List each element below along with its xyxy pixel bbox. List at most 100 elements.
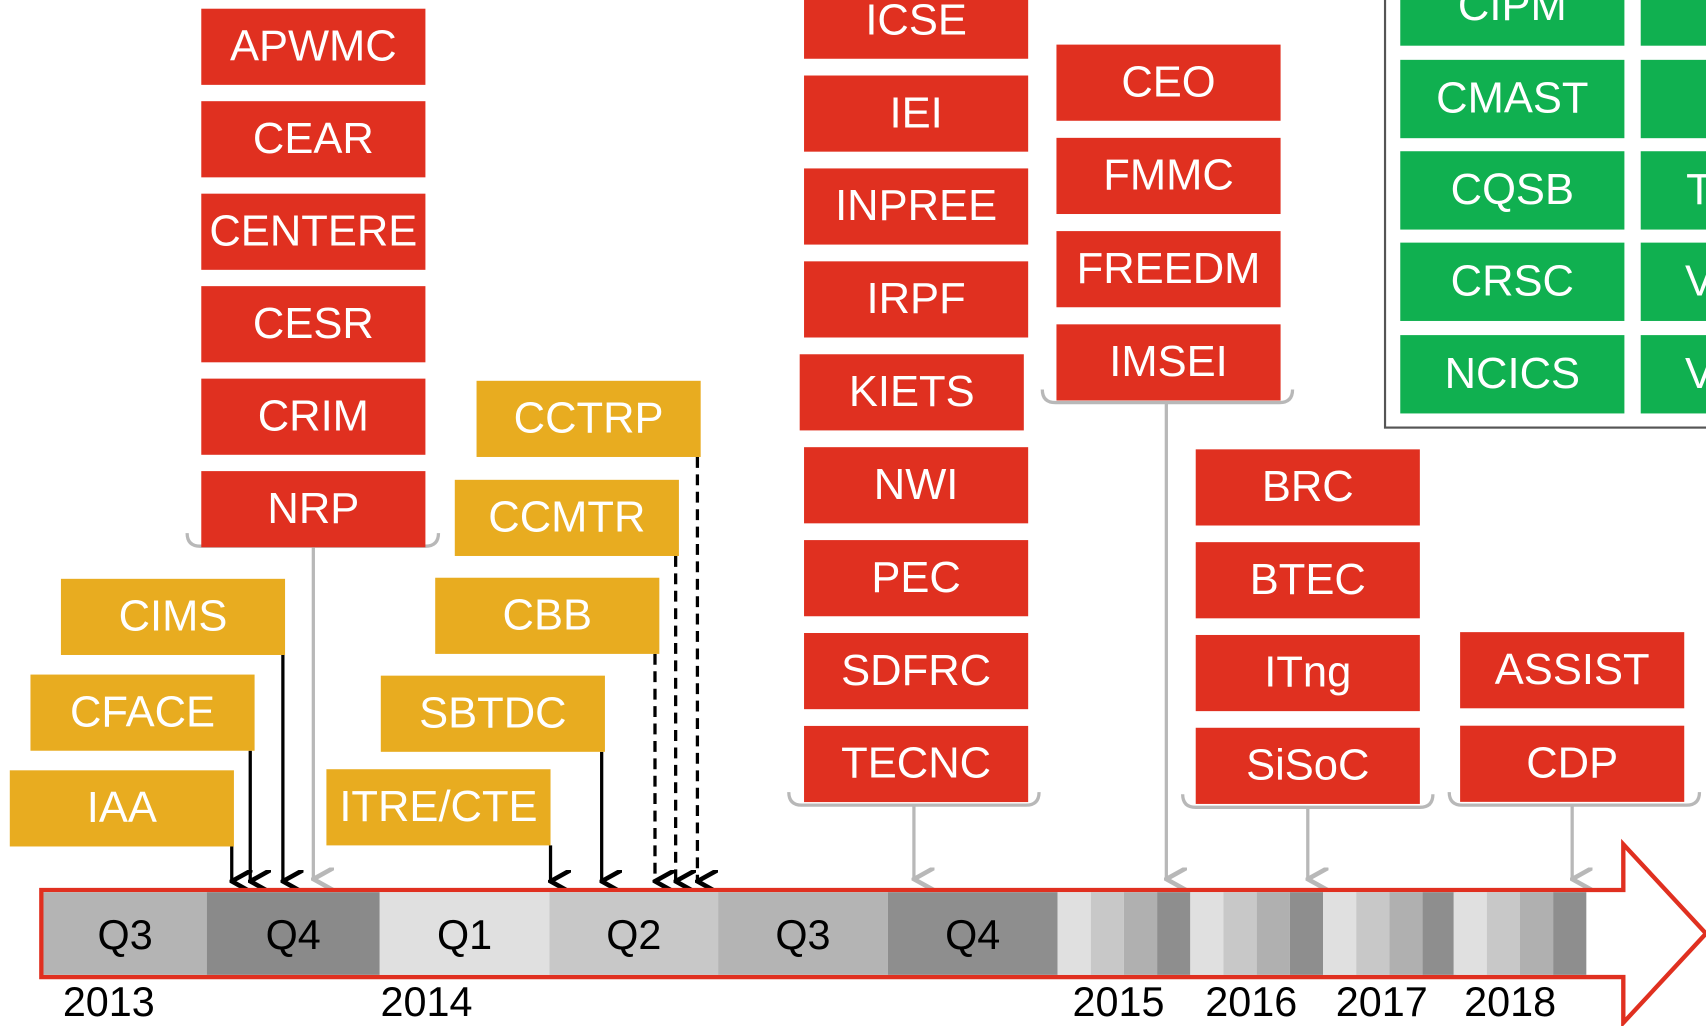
yellow-box-label: SBTDC <box>419 689 566 737</box>
red-box <box>804 0 1029 59</box>
red-box <box>804 75 1029 152</box>
quarter-label: Q4 <box>945 912 1000 958</box>
yellow-box-label: IAA <box>87 784 157 832</box>
red-box-label: IMSEI <box>1109 338 1227 386</box>
year-label: 2013 <box>63 979 155 1025</box>
year-quarter <box>1256 892 1290 975</box>
yellow-box <box>9 770 234 847</box>
green-box <box>1640 242 1706 321</box>
year-quarter <box>1356 892 1390 975</box>
green-box <box>1640 0 1706 46</box>
red-box-label: CDP <box>1526 739 1618 787</box>
yellow-box <box>454 479 679 556</box>
red-box <box>1056 137 1281 215</box>
year-quarter <box>1389 892 1423 975</box>
quarter <box>887 892 1058 975</box>
year-quarter <box>1090 892 1124 975</box>
yellow-box-label: CCMTR <box>488 494 645 542</box>
red-box-label: FREEDM <box>1077 245 1261 293</box>
red-box <box>201 193 426 270</box>
yellow-box-label: CFACE <box>70 688 215 736</box>
red-box <box>1460 725 1685 802</box>
yellow-box <box>326 769 551 846</box>
red-box-label: NRP <box>267 485 359 533</box>
red-box-label: BRC <box>1262 463 1354 511</box>
yellow-box <box>435 577 660 654</box>
red-box-label: IRPF <box>867 275 966 323</box>
red-box <box>1460 632 1685 709</box>
red-box <box>201 378 426 455</box>
year-quarter <box>1519 892 1554 975</box>
year-quarter <box>1453 892 1487 975</box>
year-quarter <box>1190 892 1224 975</box>
quarter <box>43 892 207 975</box>
red-box <box>1195 542 1420 619</box>
green-box-label: CQSB <box>1451 166 1574 214</box>
red-box <box>804 540 1029 617</box>
green-box-label: T <box>1686 166 1706 214</box>
yellow-box <box>30 674 255 751</box>
red-box-label: TECNC <box>841 740 991 788</box>
red-box-label: PEC <box>871 554 960 602</box>
red-box-label: FMMC <box>1103 152 1234 200</box>
red-box-label: CEAR <box>253 115 374 163</box>
year-quarter <box>1223 892 1257 975</box>
year-quarter <box>1486 892 1520 975</box>
red-box-label: SDFRC <box>841 647 991 695</box>
year-label: 2015 <box>1072 979 1164 1025</box>
green-box-label: NCICS <box>1445 350 1580 398</box>
red-box <box>799 354 1024 431</box>
red-box <box>1056 44 1281 121</box>
green-box <box>1400 59 1625 139</box>
year-label: 2017 <box>1336 979 1428 1025</box>
green-box <box>1400 151 1625 230</box>
red-box <box>201 8 426 85</box>
red-box <box>201 286 426 363</box>
year-label: 2018 <box>1464 979 1556 1025</box>
green-box-label: CMAST <box>1436 75 1588 123</box>
red-box <box>804 168 1029 245</box>
yellow-box-label: CIMS <box>119 593 228 641</box>
quarter-label: Q1 <box>437 912 492 958</box>
quarter <box>718 892 888 975</box>
quarter-label: Q4 <box>266 912 321 958</box>
red-box-label: ICSE <box>865 0 967 44</box>
green-box-label: CRSC <box>1451 257 1574 305</box>
green-box <box>1400 242 1625 321</box>
yellow-box <box>476 380 701 457</box>
red-box <box>1195 727 1420 804</box>
year-quarter <box>1123 892 1158 975</box>
year-quarter <box>1553 892 1587 975</box>
year-label: 2016 <box>1205 979 1297 1025</box>
quarter-label: Q3 <box>98 912 153 958</box>
green-box-label: V <box>1685 350 1706 398</box>
red-box <box>804 725 1029 803</box>
green-box-label: V <box>1685 257 1706 305</box>
yellow-box <box>380 675 605 752</box>
yellow-box-label: CCTRP <box>514 395 664 443</box>
green-box <box>1400 335 1625 414</box>
red-box-label: KIETS <box>849 368 975 416</box>
red-box <box>1056 231 1281 308</box>
red-box-label: ITng <box>1264 649 1351 697</box>
yellow-box <box>60 578 286 655</box>
quarter <box>206 892 380 975</box>
red-box-label: BTEC <box>1250 556 1366 604</box>
year-label: 2014 <box>381 979 473 1025</box>
red-box <box>1195 449 1420 526</box>
red-box-label: CENTERE <box>209 207 417 255</box>
quarter <box>549 892 719 975</box>
year-quarter <box>1422 892 1456 975</box>
red-box <box>1195 634 1420 712</box>
quarter <box>379 892 550 975</box>
red-box <box>804 447 1029 524</box>
red-box-label: APWMC <box>230 22 397 70</box>
green-box <box>1640 59 1706 139</box>
red-box-label: CRIM <box>258 392 369 440</box>
green-box <box>1640 335 1706 414</box>
year-quarter <box>1323 892 1357 975</box>
bracket <box>1447 791 1702 807</box>
red-box <box>201 101 426 178</box>
red-box <box>201 471 426 548</box>
